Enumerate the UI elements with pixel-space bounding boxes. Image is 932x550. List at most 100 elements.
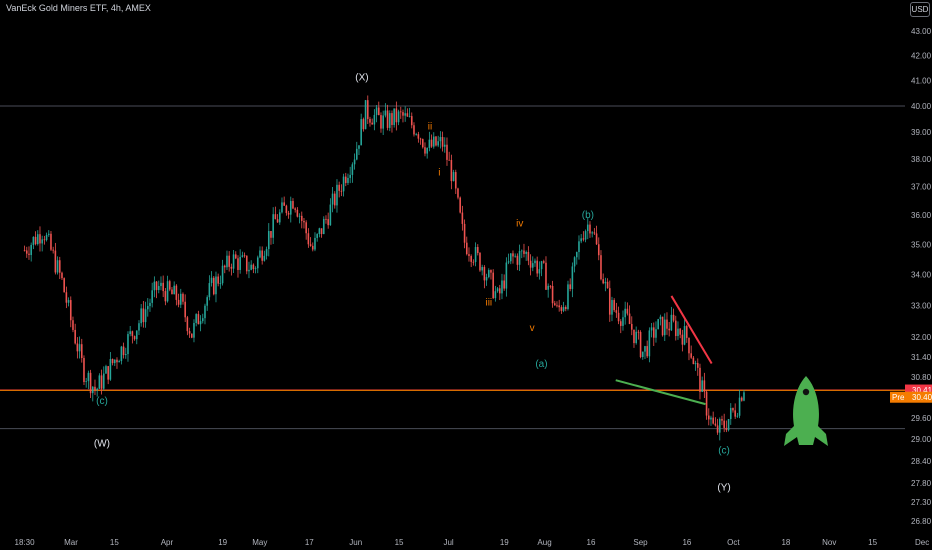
y-tick-label: 43.00: [911, 27, 932, 36]
candle-body: [285, 205, 288, 213]
x-tick-label: 18:30: [15, 538, 36, 547]
trend-lines: [615, 295, 713, 406]
candle-body: [397, 111, 400, 123]
candle-body: [465, 242, 468, 255]
candle-body: [721, 419, 723, 421]
candle-body: [571, 266, 574, 289]
x-tick-label: Oct: [727, 538, 740, 547]
candle-body: [65, 292, 68, 303]
candle-body: [402, 112, 404, 116]
y-tick-label: 34.00: [911, 270, 932, 279]
candle-body: [626, 308, 629, 314]
candle-body: [177, 299, 180, 305]
candle-body: [173, 285, 175, 295]
candle-body: [41, 239, 43, 244]
candle-body: [498, 288, 501, 294]
candle-body: [575, 252, 578, 258]
candle-body: [281, 202, 283, 213]
candle-body: [263, 255, 266, 261]
pre-price-label: 30.40: [912, 393, 932, 402]
candle-body: [516, 255, 519, 265]
candle-body: [294, 208, 296, 210]
candle-body: [380, 115, 382, 129]
candle-body: [259, 250, 261, 258]
wave-label: (b): [582, 210, 594, 221]
candle-body: [496, 288, 499, 292]
candle-body: [606, 281, 609, 289]
candle-body: [729, 408, 732, 420]
candle-body: [538, 269, 541, 274]
candle-body: [743, 392, 745, 401]
candle-body: [325, 218, 327, 220]
candle-body: [723, 420, 725, 428]
candle-body: [490, 270, 492, 273]
candle-body: [613, 300, 615, 311]
candle-body: [668, 328, 670, 331]
candle-body: [162, 282, 164, 292]
candle-body: [320, 228, 323, 235]
candle-body: [303, 220, 305, 223]
time-axis: 18:30 Mar 15 Apr 19 May 17 Jun 15 Jul 19 Aug 16 Sep 16…: [15, 538, 930, 547]
candle-body: [98, 375, 101, 389]
candle-body: [399, 111, 402, 113]
candle-body: [584, 231, 587, 240]
candle-body: [131, 331, 134, 337]
candle-body: [547, 285, 549, 290]
candle-body: [404, 113, 406, 116]
candle-body: [261, 250, 263, 261]
candle-body: [371, 122, 373, 125]
y-tick-label: 29.00: [911, 435, 932, 444]
candle-body: [316, 234, 318, 238]
candle-body: [184, 301, 186, 318]
candle-body: [342, 176, 345, 192]
candle-body: [633, 329, 635, 344]
candle-body: [36, 234, 39, 245]
candle-body: [69, 300, 72, 321]
candle-body: [347, 177, 349, 183]
candle-body: [507, 261, 510, 263]
candle-body: [30, 244, 32, 256]
candle-body: [157, 286, 160, 291]
candle-body: [193, 322, 195, 338]
candle-body: [727, 419, 730, 431]
candle-body: [683, 326, 686, 345]
currency-badge[interactable]: USD: [910, 2, 930, 17]
candle-body: [688, 337, 690, 354]
candle-body: [113, 359, 116, 364]
candle-body: [525, 251, 527, 254]
candle-body: [736, 415, 739, 417]
candle-body: [34, 236, 37, 245]
candle-body: [393, 108, 395, 125]
candle-body: [531, 263, 534, 268]
candle-body: [395, 108, 398, 123]
candle-body: [474, 247, 477, 262]
candle-body: [243, 255, 246, 257]
candle-body: [553, 303, 556, 306]
candle-body: [657, 319, 659, 330]
candlestick-series: [23, 95, 745, 441]
candle-body: [639, 332, 642, 358]
candle-body: [703, 380, 706, 392]
candle-body: [309, 244, 312, 246]
y-tick-label: 30.80: [911, 373, 932, 382]
candle-body: [186, 317, 189, 332]
candle-body: [432, 136, 435, 147]
candle-body: [283, 202, 285, 206]
candle-body: [252, 264, 255, 270]
candle-body: [360, 119, 362, 146]
candle-body: [512, 253, 514, 257]
candle-body: [666, 319, 668, 329]
candle-body: [604, 281, 607, 284]
candle-body: [589, 224, 591, 234]
candle-body: [43, 239, 46, 241]
candle-body: [287, 212, 290, 215]
candle-body: [648, 330, 651, 357]
candle-body: [208, 283, 211, 298]
candle-body: [435, 136, 437, 146]
wave-label: (c): [96, 396, 108, 407]
candle-body: [153, 281, 156, 291]
candle-body: [107, 366, 109, 380]
candle-body: [199, 321, 202, 325]
candle-body: [25, 250, 28, 254]
